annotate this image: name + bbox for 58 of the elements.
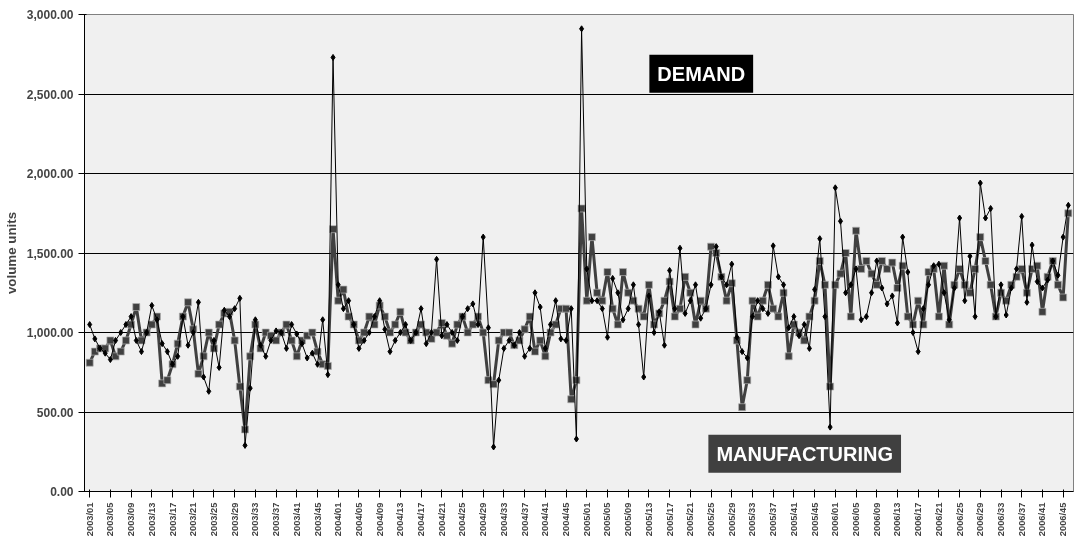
x-tick-label: 2004/21: [436, 502, 447, 537]
x-tick-label: 2003/17: [167, 502, 178, 537]
x-tick-label: 2006/01: [830, 502, 841, 537]
x-tick-label: 2003/33: [250, 502, 261, 537]
x-tick-label: 2003/21: [188, 502, 199, 537]
x-tick-label: 2006/45: [1058, 502, 1069, 537]
x-tick-label: 2006/33: [996, 502, 1007, 537]
x-tick-label: 2005/05: [602, 502, 613, 537]
y-tick-label: 1,000.00: [26, 326, 74, 340]
x-tick-label: 2006/05: [851, 502, 862, 537]
x-tick-label: 2006/37: [1016, 502, 1027, 537]
x-tick-label: 2003/25: [208, 502, 219, 537]
x-tick-label: 2003/37: [271, 502, 282, 537]
x-tick-label: 2004/09: [374, 502, 385, 537]
x-tick-label: 2006/21: [933, 502, 944, 537]
x-tick-label: 2005/29: [726, 502, 737, 537]
x-tick-label: 2003/05: [105, 502, 116, 537]
x-tick-label: 2003/29: [229, 502, 240, 537]
x-tick-label: 2005/41: [788, 502, 799, 537]
x-tick-label: 2004/37: [519, 502, 530, 537]
x-tick-label: 2003/01: [84, 502, 95, 537]
x-tick-label: 2005/13: [643, 502, 654, 537]
x-tick-label: 2004/41: [540, 502, 551, 537]
x-tick-label: 2006/13: [892, 502, 903, 537]
y-tick-label: 0.00: [50, 485, 74, 499]
series-label: MANUFACTURING: [716, 442, 894, 465]
x-tick-label: 2005/01: [581, 502, 592, 537]
x-tick-label: 2005/17: [664, 502, 675, 537]
y-tick-label: 1,500.00: [26, 246, 74, 261]
x-tick-label: 2004/45: [561, 502, 572, 537]
x-tick-label: 2005/37: [768, 502, 779, 537]
x-tick-label: 2006/17: [913, 502, 924, 537]
x-tick-label: 2006/41: [1037, 502, 1048, 537]
x-tick-label: 2006/25: [954, 502, 965, 537]
x-tick-label: 2005/45: [809, 502, 820, 537]
x-tick-label: 2006/29: [975, 502, 986, 537]
x-tick-label: 2004/17: [416, 502, 427, 537]
x-tick-label: 2004/33: [498, 502, 509, 537]
x-tick-label: 2005/09: [623, 502, 634, 537]
x-tick-label: 2003/41: [291, 502, 302, 537]
y-tick-label: 2,000.00: [26, 167, 74, 181]
x-tick-label: 2004/13: [395, 502, 406, 537]
y-axis-title: volume units: [3, 211, 19, 295]
x-tick-label: 2003/13: [146, 502, 157, 537]
x-tick-label: 2004/05: [353, 502, 364, 537]
x-tick-label: 2004/01: [333, 502, 344, 537]
y-tick-label: 2,500.00: [26, 87, 74, 102]
x-tick-label: 2005/21: [685, 502, 696, 537]
x-tick-label: 2004/29: [478, 502, 489, 537]
x-tick-label: 2005/33: [747, 502, 758, 537]
x-tick-label: 2005/25: [706, 502, 717, 537]
x-tick-label: 2004/25: [457, 502, 468, 537]
x-tick-label: 2003/09: [126, 502, 137, 537]
x-tick-label: 2006/09: [871, 502, 882, 537]
y-tick-label: 500.00: [36, 405, 74, 420]
text: DEMAND: [657, 62, 746, 85]
x-tick-label: 2003/45: [312, 502, 323, 537]
y-tick-label: 3,000.00: [26, 8, 74, 22]
